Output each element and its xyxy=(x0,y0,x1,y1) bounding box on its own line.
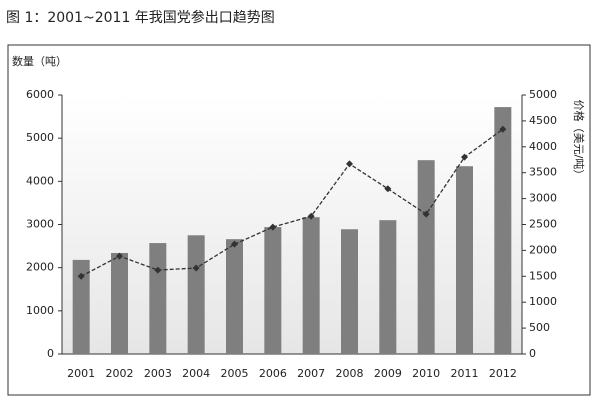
price-line xyxy=(80,128,504,277)
x-tick-label: 2002 xyxy=(106,367,134,380)
y2-tick-label: 4500 xyxy=(529,114,557,127)
price-marker xyxy=(422,210,430,218)
y2-tick-label: 500 xyxy=(529,321,550,334)
x-tick-label: 2005 xyxy=(221,367,249,380)
x-tick-label: 2007 xyxy=(297,367,325,380)
price-marker xyxy=(307,212,315,220)
bar xyxy=(302,217,320,354)
x-tick-label: 2009 xyxy=(374,367,402,380)
price-marker xyxy=(269,223,277,231)
chart-title: 图 1：2001~2011 年我国党参出口趋势图 xyxy=(6,9,275,26)
bar xyxy=(187,235,205,354)
y-tick-label: 0 xyxy=(47,347,54,360)
y2-tick-label: 2000 xyxy=(529,243,557,256)
y2-tick-label: 2500 xyxy=(529,218,557,231)
x-tick-label: 2004 xyxy=(182,367,210,380)
price-marker xyxy=(116,252,123,260)
bar xyxy=(494,107,512,354)
plot-area xyxy=(62,95,522,354)
y2-tick-label: 3500 xyxy=(529,166,557,179)
y-tick-label: 6000 xyxy=(26,88,54,101)
y2-tick-label: 0 xyxy=(529,347,536,360)
bar xyxy=(456,166,473,354)
bar xyxy=(72,259,90,354)
y2-tick-label: 4000 xyxy=(529,140,557,153)
y2-tick-label: 5000 xyxy=(529,88,557,101)
bar xyxy=(264,227,282,354)
y-tick-label: 4000 xyxy=(26,174,54,187)
bar xyxy=(341,229,358,354)
price-marker xyxy=(346,160,353,168)
x-tick-label: 2012 xyxy=(489,367,517,380)
price-marker xyxy=(461,153,468,161)
x-tick-label: 2003 xyxy=(144,367,172,380)
x-tick-label: 2006 xyxy=(259,367,287,380)
price-marker xyxy=(192,264,200,272)
price-marker xyxy=(77,272,85,280)
x-tick-label: 2001 xyxy=(67,367,95,380)
bar xyxy=(149,243,167,354)
price-marker xyxy=(499,125,507,133)
y2-tick-label: 1500 xyxy=(529,269,557,282)
bar xyxy=(417,160,435,354)
price-marker xyxy=(231,240,238,248)
bar xyxy=(379,220,397,354)
y2-tick-label: 3000 xyxy=(529,192,557,205)
price-marker xyxy=(154,266,162,274)
bar xyxy=(226,239,243,354)
x-tick-label: 2010 xyxy=(412,367,440,380)
y-tick-label: 2000 xyxy=(26,261,54,274)
y2-tick-label: 1000 xyxy=(529,295,557,308)
y-tick-label: 3000 xyxy=(26,218,54,231)
frame xyxy=(7,44,591,396)
y2-axis-label: 价格（美元/吨） xyxy=(572,100,586,181)
x-tick-label: 2011 xyxy=(451,367,479,380)
y-tick-label: 5000 xyxy=(26,131,54,144)
bar xyxy=(111,252,128,354)
price-marker xyxy=(384,185,392,193)
y-axis-label: 数量（吨） xyxy=(12,55,67,68)
x-tick-label: 2008 xyxy=(336,367,364,380)
y-tick-label: 1000 xyxy=(26,304,54,317)
